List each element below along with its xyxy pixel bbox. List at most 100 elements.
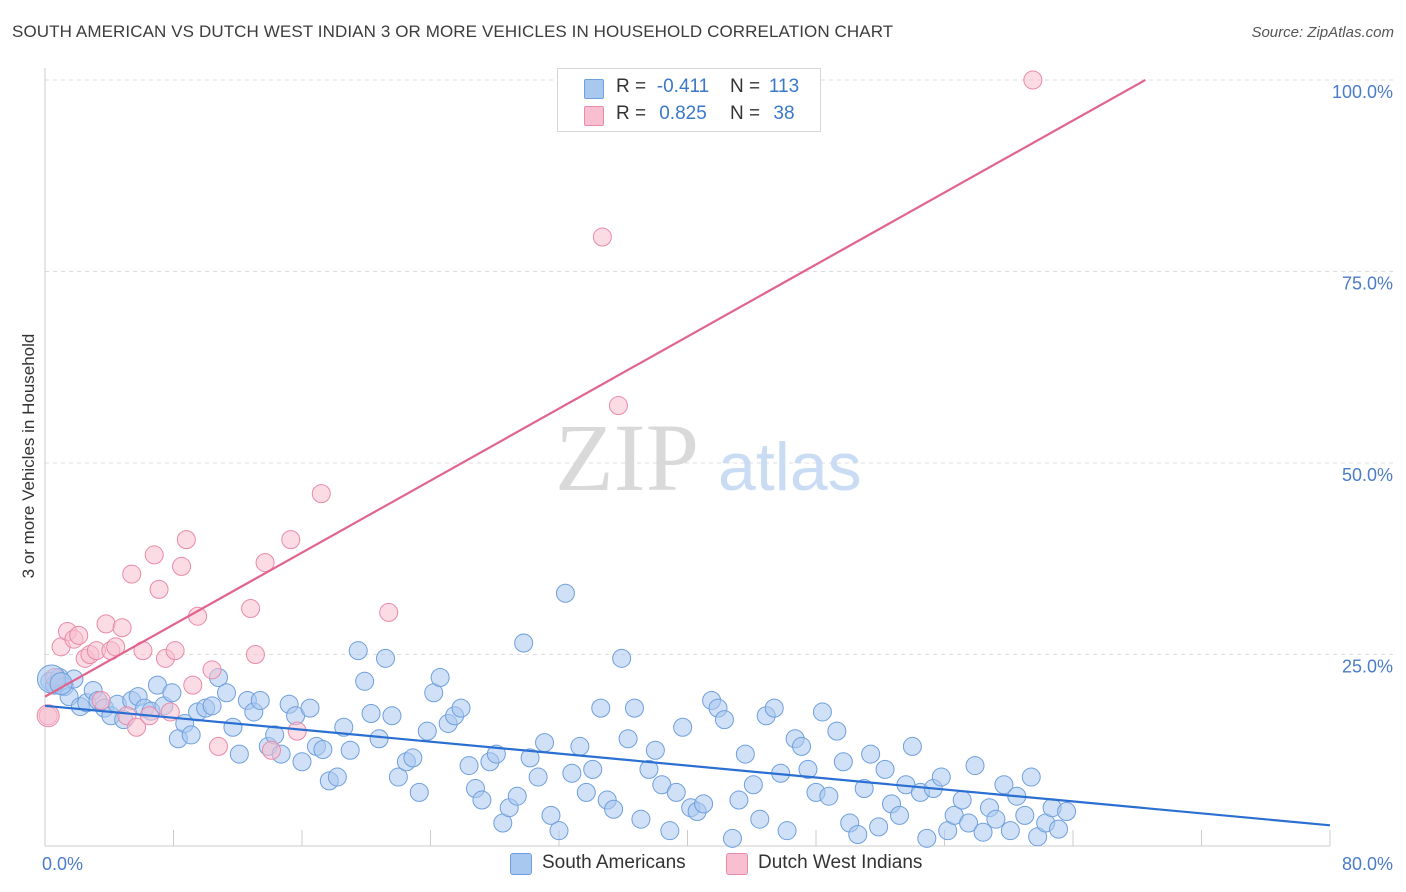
data-point (848, 825, 868, 845)
grid (45, 79, 1395, 655)
x-tick-label: 0.0% (42, 854, 83, 874)
data-point (819, 786, 839, 806)
legend-r-label: R = (616, 103, 647, 124)
data-point (202, 696, 222, 716)
data-point (208, 736, 228, 756)
data-point (917, 828, 937, 848)
x-tick-label: 80.0% (1342, 854, 1393, 874)
trendline-dutch-west-indians (44, 79, 1146, 698)
data-point (562, 763, 582, 783)
data-point (334, 717, 354, 737)
series-layer (36, 70, 1077, 848)
data-point (777, 821, 797, 841)
legend-swatch-pink (584, 106, 604, 126)
y-tick-label: 100.0% (1332, 82, 1393, 102)
data-point (986, 809, 1006, 829)
data-point (722, 828, 742, 848)
data-point (355, 671, 375, 691)
data-point (300, 698, 320, 718)
data-point (403, 748, 423, 768)
bottom-legend-label: South Americans (542, 852, 686, 873)
data-point (608, 396, 628, 416)
watermark-zip: ZIP (555, 404, 699, 511)
data-point (764, 698, 784, 718)
data-point (112, 618, 132, 638)
data-point (1021, 767, 1041, 787)
legend-r-value: -0.411 (656, 76, 710, 97)
data-point (379, 602, 399, 622)
data-point (91, 690, 111, 710)
data-point (994, 775, 1014, 795)
data-point (798, 759, 818, 779)
data-point (507, 786, 527, 806)
data-point (952, 790, 972, 810)
data-point (122, 564, 142, 584)
data-point (528, 767, 548, 787)
data-point (694, 794, 714, 814)
stats-legend: R = -0.411 N = 113 R = 0.825 N = 38 (557, 68, 821, 132)
watermark-atlas: atlas (718, 429, 862, 505)
data-point (1023, 70, 1043, 90)
chart-title: SOUTH AMERICAN VS DUTCH WEST INDIAN 3 OR… (12, 22, 894, 41)
data-point (96, 614, 116, 634)
data-point (292, 752, 312, 772)
data-point (520, 748, 540, 768)
source-label: Source: ZipAtlas.com (1251, 24, 1394, 41)
data-point (854, 779, 874, 799)
data-point (250, 690, 270, 710)
data-point (376, 648, 396, 668)
data-point (229, 744, 249, 764)
data-point (1015, 805, 1035, 825)
legend-swatch-blue (584, 79, 604, 99)
y-tick-label: 75.0% (1342, 274, 1393, 294)
data-point (430, 667, 450, 687)
data-point (890, 805, 910, 825)
data-point (827, 721, 847, 741)
data-point (202, 660, 222, 680)
data-point (570, 736, 590, 756)
data-point (792, 736, 812, 756)
data-point (382, 706, 402, 726)
bottom-legend-swatch-pink (726, 853, 748, 875)
data-point (612, 648, 632, 668)
data-point (311, 484, 331, 504)
data-point (1000, 821, 1020, 841)
data-point (555, 583, 575, 603)
series-dutch-west-indians (38, 70, 1043, 760)
legend-r-label: R = (616, 76, 647, 97)
data-point (1057, 802, 1077, 822)
data-point (223, 717, 243, 737)
data-point (388, 767, 408, 787)
legend-r-value: 0.825 (659, 103, 707, 124)
data-point (535, 733, 555, 753)
data-point (714, 710, 734, 730)
data-point (931, 767, 951, 787)
data-point (875, 759, 895, 779)
tick-labels: 25.0% 50.0% 75.0% 100.0% 0.0% 80.0% (42, 82, 1393, 874)
y-tick-label: 25.0% (1342, 657, 1393, 677)
data-point (162, 683, 182, 703)
data-point (451, 698, 471, 718)
data-point (255, 553, 275, 573)
data-point (592, 227, 612, 247)
data-point (217, 683, 237, 703)
data-point (1049, 819, 1069, 839)
data-point (486, 744, 506, 764)
data-point (313, 739, 333, 759)
bottom-legend-label: Dutch West Indians (758, 852, 923, 873)
data-point (624, 698, 644, 718)
data-point (127, 717, 147, 737)
data-point (361, 703, 381, 723)
data-point (172, 556, 192, 576)
data-point (645, 740, 665, 760)
data-point (639, 759, 659, 779)
data-point (472, 790, 492, 810)
data-point (183, 675, 203, 695)
data-point (69, 625, 89, 645)
y-tick-label: 50.0% (1342, 465, 1393, 485)
data-point (181, 725, 201, 745)
trendline-south-americans (44, 704, 1331, 827)
data-point (902, 736, 922, 756)
data-point (576, 782, 596, 802)
data-point (833, 752, 853, 772)
